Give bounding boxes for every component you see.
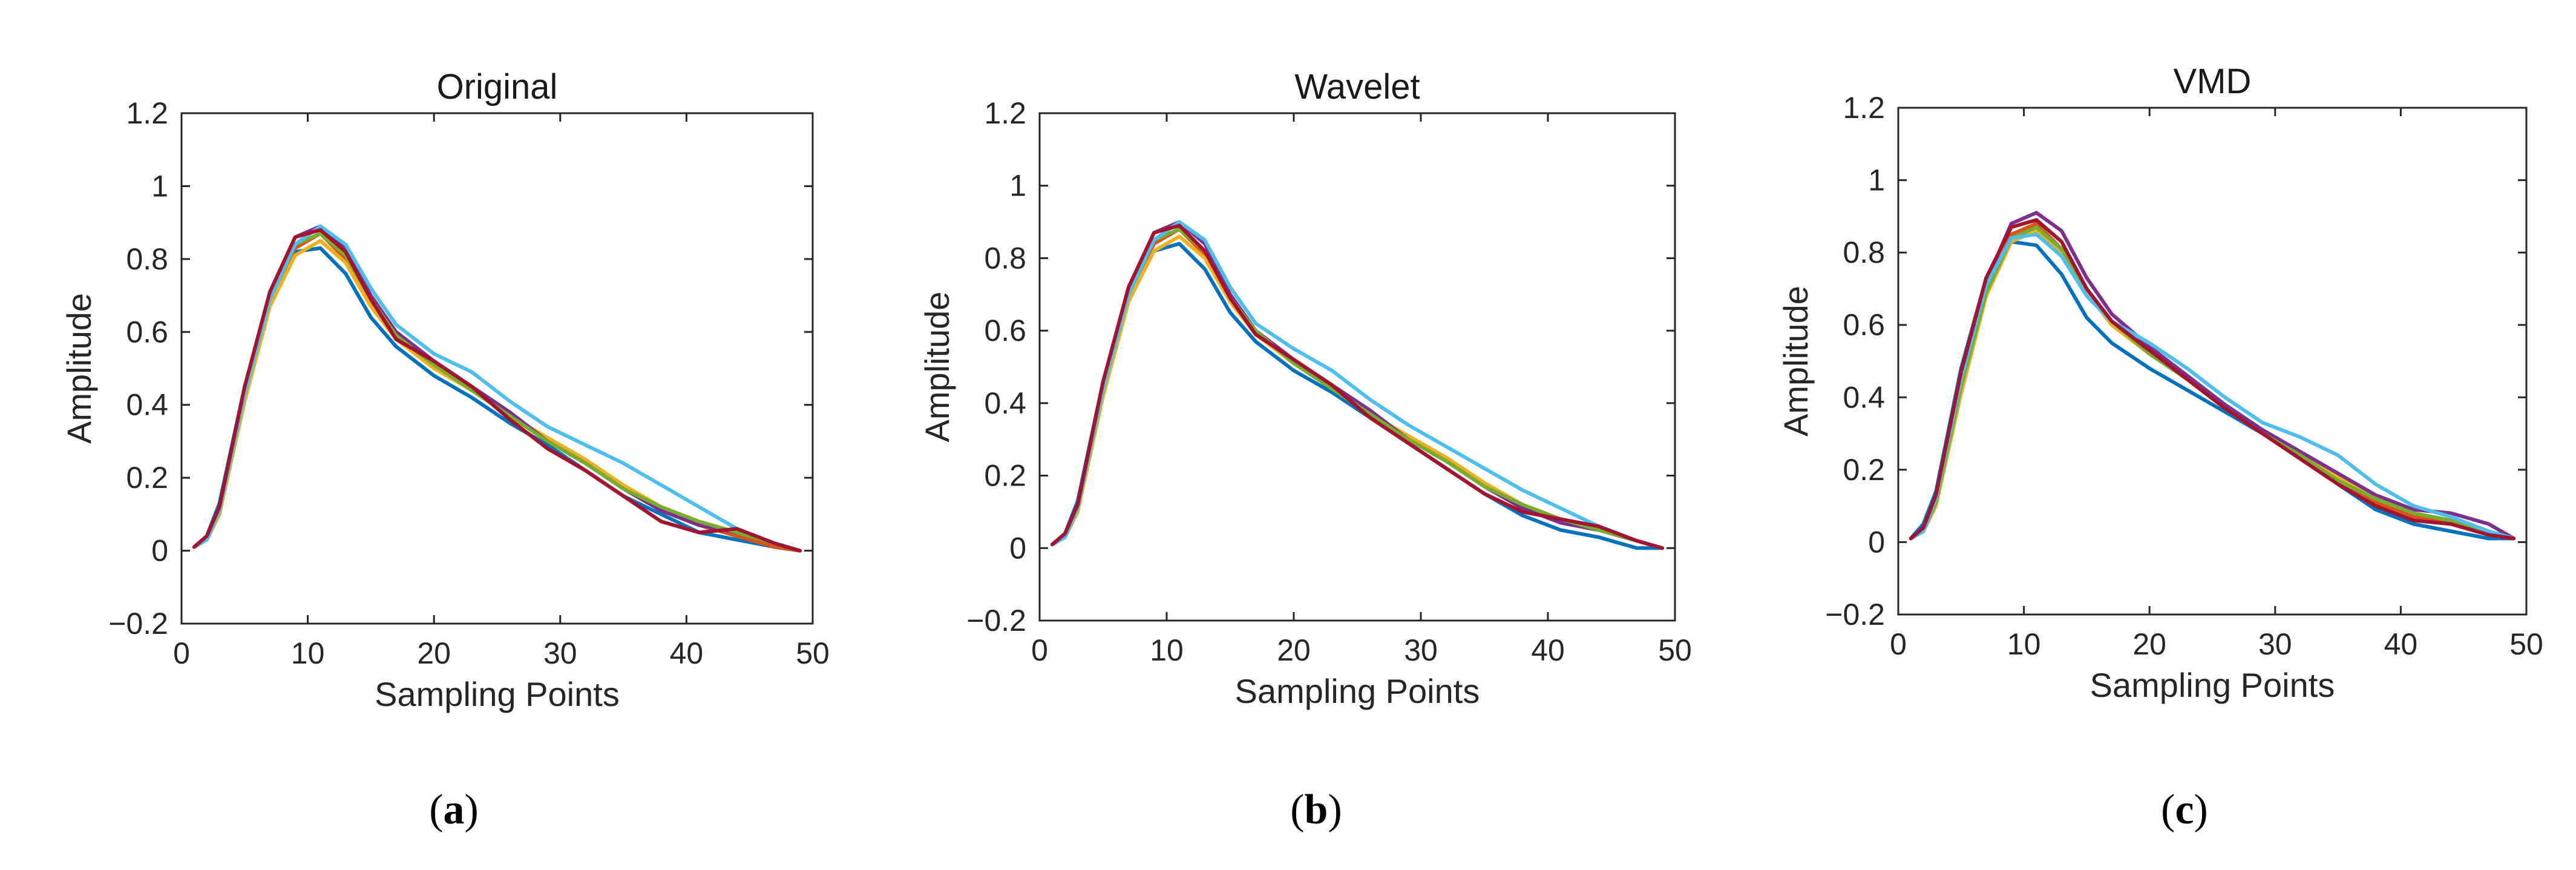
y-tick-label: 0 <box>1868 525 1885 559</box>
series-line-s6 <box>192 224 802 553</box>
y-tick-label: 0.6 <box>984 314 1026 348</box>
caption-letter: c <box>2175 786 2194 833</box>
y-tick-label: 0.6 <box>1843 308 1885 342</box>
series-line-s6 <box>1909 232 2516 541</box>
panel-caption: (b) <box>1290 786 1342 833</box>
series-line-s7 <box>1050 223 1664 550</box>
chart-title: Wavelet <box>1294 67 1420 107</box>
y-tick-label: 1.2 <box>984 96 1026 130</box>
x-tick-label: 20 <box>1277 633 1311 667</box>
y-tick-label: 0.6 <box>126 315 168 349</box>
chart-title: Original <box>437 67 558 107</box>
caption-open: ( <box>429 786 443 833</box>
y-tick-label: 1 <box>1868 163 1885 197</box>
series-line-s5 <box>1909 225 2516 541</box>
x-tick-label: 0 <box>1031 633 1048 667</box>
y-axis-label: Amplitude <box>60 293 98 444</box>
x-tick-label: 10 <box>2007 627 2041 661</box>
y-tick-label: −0.2 <box>108 607 168 641</box>
x-tick-label: 10 <box>1150 633 1184 667</box>
panel-caption: (a) <box>429 786 479 833</box>
x-tick-label: 0 <box>1890 627 1907 661</box>
x-tick-label: 40 <box>1531 633 1565 667</box>
caption-letter: a <box>444 786 465 833</box>
x-tick-label: 30 <box>1404 633 1438 667</box>
caption-letter: b <box>1305 786 1328 833</box>
y-tick-label: 0.4 <box>984 386 1026 420</box>
y-tick-label: 0.8 <box>984 241 1026 275</box>
plot-area <box>180 112 814 625</box>
y-tick-label: −0.2 <box>966 604 1026 638</box>
x-tick-label: 50 <box>2509 627 2543 661</box>
y-tick-label: 0.2 <box>126 461 168 495</box>
x-tick-label: 20 <box>417 636 451 670</box>
y-tick-label: 1.2 <box>1843 91 1885 125</box>
caption-open: ( <box>1290 786 1304 833</box>
plot-area <box>1038 112 1676 622</box>
panel-caption: (c) <box>2161 786 2208 833</box>
y-axis-label: Amplitude <box>1777 286 1815 437</box>
caption-close: ) <box>1328 786 1342 833</box>
x-axis-label: Sampling Points <box>2090 666 2335 704</box>
x-axis-label: Sampling Points <box>1235 672 1480 710</box>
x-axis-label: Sampling Points <box>375 675 620 713</box>
x-tick-label: 30 <box>2258 627 2292 661</box>
y-tick-label: 0 <box>1009 531 1026 565</box>
y-tick-label: 0.4 <box>126 388 168 422</box>
x-tick-label: 50 <box>1658 633 1692 667</box>
y-tick-label: 0.2 <box>1843 453 1885 487</box>
y-tick-label: 0.8 <box>126 242 168 276</box>
caption-open: ( <box>2161 786 2175 833</box>
y-tick-label: 1.2 <box>126 96 168 130</box>
x-tick-label: 40 <box>2384 627 2418 661</box>
y-tick-label: −0.2 <box>1825 598 1885 631</box>
series-line-s7 <box>1909 218 2516 541</box>
x-tick-label: 20 <box>2132 627 2166 661</box>
caption-close: ) <box>465 786 479 833</box>
x-tick-label: 30 <box>543 636 577 670</box>
caption-close: ) <box>2194 786 2208 833</box>
chart-title: VMD <box>2174 62 2252 101</box>
y-tick-label: 1 <box>151 169 168 203</box>
chart-panel-1: 0 10 20 30 40 50−0.200.20.40.60.811.2Original… <box>60 67 830 833</box>
y-tick-label: 0.8 <box>1843 236 1885 269</box>
y-axis-label: Amplitude <box>918 291 956 442</box>
y-tick-label: 0.2 <box>984 459 1026 493</box>
x-tick-label: 0 <box>173 636 190 670</box>
y-tick-label: 0.4 <box>1843 380 1885 414</box>
x-tick-label: 50 <box>796 636 830 670</box>
plot-area <box>1897 107 2528 616</box>
series-line-s6 <box>1050 220 1664 550</box>
chart-panel-2: 0 10 20 30 40 50−0.200.20.40.60.811.2WaveletS… <box>918 67 1692 833</box>
y-tick-label: 0 <box>151 534 168 568</box>
chart-panel-3: 0 10 20 30 40 50−0.200.20.40.60.811.2VMDSampl… <box>1777 62 2543 833</box>
x-tick-label: 10 <box>291 636 325 670</box>
x-tick-label: 40 <box>670 636 704 670</box>
series-line-s7 <box>192 228 802 553</box>
y-tick-label: 1 <box>1009 169 1026 203</box>
